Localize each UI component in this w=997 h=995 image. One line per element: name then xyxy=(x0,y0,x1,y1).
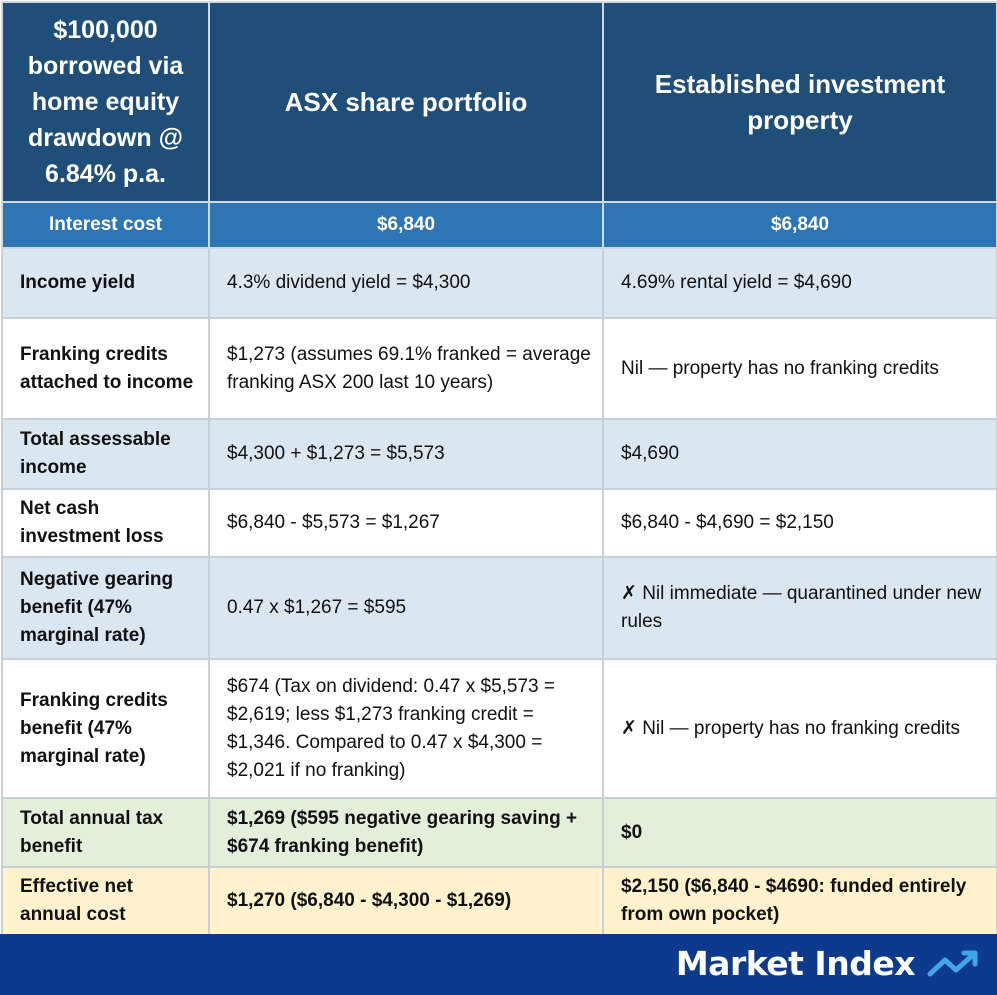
row-asx-value: $1,273 (assumes 69.1% franked = average … xyxy=(208,317,604,420)
footer-bar: Market Index xyxy=(0,934,997,995)
table-row: Total annual tax benefit $1,269 ($595 ne… xyxy=(1,797,997,868)
row-asx-value: $1,270 ($6,840 - $4,300 - $1,269) xyxy=(208,866,604,936)
comparison-table: $100,000 borrowed via home equity drawdo… xyxy=(1,1,997,936)
table-row: Negative gearing benefit (47% marginal r… xyxy=(1,556,997,660)
row-property-value: ✗ Nil immediate — quarantined under new … xyxy=(602,556,997,660)
table-row: Total assessable income $4,300 + $1,273 … xyxy=(1,418,997,490)
row-label: Effective net annual cost xyxy=(1,866,210,936)
table-row: Effective net annual cost $1,270 ($6,840… xyxy=(1,866,997,936)
row-property-value: Nil — property has no franking credits xyxy=(602,317,997,420)
row-label: Net cash investment loss xyxy=(1,488,210,558)
row-asx-value: $674 (Tax on dividend: 0.47 x $5,573 = $… xyxy=(208,658,604,799)
market-index-logo: Market Index xyxy=(676,944,983,983)
row-property-value: ✗ Nil — property has no franking credits xyxy=(602,658,997,799)
table-row: Income yield 4.3% dividend yield = $4,30… xyxy=(1,247,997,319)
row-label: Franking credits benefit (47% marginal r… xyxy=(1,658,210,799)
row-property-value: $2,150 ($6,840 - $4690: funded entirely … xyxy=(602,866,997,936)
row-label: Total assessable income xyxy=(1,418,210,490)
row-label: Negative gearing benefit (47% marginal r… xyxy=(1,556,210,660)
row-property-value: $0 xyxy=(602,797,997,868)
header-established-investment-property: Established investment property xyxy=(602,1,997,203)
row-asx-value: 4.3% dividend yield = $4,300 xyxy=(208,247,604,319)
header-asx-share-portfolio: ASX share portfolio xyxy=(208,1,604,203)
row-label: Total annual tax benefit xyxy=(1,797,210,868)
interest-cost-row: Interest cost $6,840 $6,840 xyxy=(1,201,997,249)
row-label: Franking credits attached to income xyxy=(1,317,210,420)
interest-cost-label: Interest cost xyxy=(1,201,210,249)
header-corner-cell: $100,000 borrowed via home equity drawdo… xyxy=(1,1,210,203)
row-asx-value: 0.47 x $1,267 = $595 xyxy=(208,556,604,660)
table-row: Net cash investment loss $6,840 - $5,573… xyxy=(1,488,997,558)
row-property-value: $4,690 xyxy=(602,418,997,490)
trend-arrow-icon xyxy=(927,950,978,976)
interest-cost-property: $6,840 xyxy=(602,201,997,249)
table-row: Franking credits attached to income $1,2… xyxy=(1,317,997,420)
row-asx-value: $1,269 ($595 negative gearing saving + $… xyxy=(208,797,604,868)
row-label: Income yield xyxy=(1,247,210,319)
row-asx-value: $6,840 - $5,573 = $1,267 xyxy=(208,488,604,558)
table-row: Franking credits benefit (47% marginal r… xyxy=(1,658,997,799)
interest-cost-asx: $6,840 xyxy=(208,201,604,249)
row-property-value: 4.69% rental yield = $4,690 xyxy=(602,247,997,319)
header-row: $100,000 borrowed via home equity drawdo… xyxy=(1,1,997,203)
logo-text: Market Index xyxy=(675,944,916,983)
row-property-value: $6,840 - $4,690 = $2,150 xyxy=(602,488,997,558)
row-asx-value: $4,300 + $1,273 = $5,573 xyxy=(208,418,604,490)
